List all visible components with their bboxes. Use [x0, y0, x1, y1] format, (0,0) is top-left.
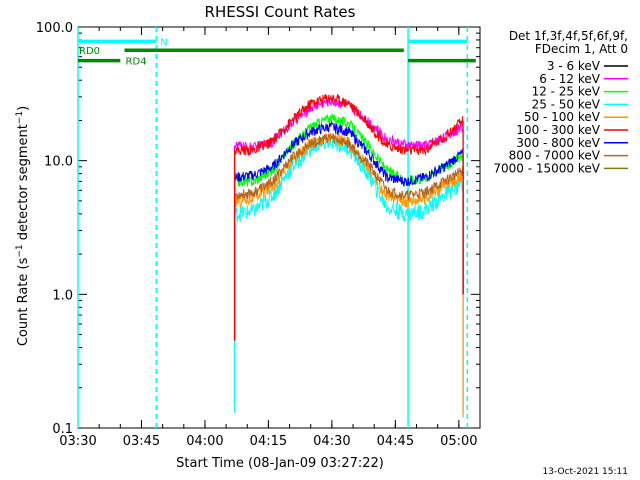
legend-label-8: 7000 - 15000 keV — [493, 161, 600, 175]
x-axis-label: Start Time (08-Jan-09 03:27:22) — [176, 456, 384, 471]
y-axis-label-sup2: −1 — [15, 111, 25, 124]
y-axis-label-mid: detector segment — [16, 124, 31, 244]
y-axis-label-end: ) — [16, 106, 31, 111]
y-tick-label-0: 0.1 — [52, 422, 73, 437]
flag-label-2: RD0 — [79, 46, 100, 57]
plot-frame — [77, 26, 481, 429]
state-flags: N RD0 RD4 — [77, 27, 476, 428]
legend-label-4: 50 - 100 keV — [524, 110, 601, 124]
y-tick-label-3: 100.0 — [36, 21, 73, 36]
y-axis-label-main: Count Rate (s — [16, 257, 31, 346]
flag-label-3: RD4 — [126, 57, 147, 68]
legend-label-0: 3 - 6 keV — [547, 59, 601, 73]
x-tick-label-1: 03:45 — [123, 434, 160, 449]
legend-label-6: 300 - 800 keV — [516, 136, 600, 150]
y-axis-label-sup1: −1 — [15, 244, 25, 257]
x-tick-label-0: 03:30 — [59, 434, 96, 449]
series-line-3 — [234, 134, 464, 223]
axis-ticks: 03:30 03:45 04:00 04:15 04:30 04:45 05:00 0.1 1.… — [36, 21, 481, 449]
legend-header-2: FDecim 1, Att 0 — [535, 42, 628, 56]
legend-label-5: 100 - 300 keV — [516, 123, 600, 137]
legend-label-3: 25 - 50 keV — [532, 97, 601, 111]
series-line-7 — [234, 132, 464, 201]
footer-timestamp: 13-Oct-2021 15:11 — [543, 467, 628, 477]
legend-label-2: 12 - 25 keV — [532, 85, 601, 99]
x-tick-label-2: 04:00 — [186, 434, 223, 449]
chart-title: RHESSI Count Rates — [205, 3, 356, 21]
data-series — [233, 93, 464, 418]
series-line-6 — [234, 121, 464, 187]
x-tick-label-4: 04:30 — [313, 434, 350, 449]
legend-label-7: 800 - 7000 keV — [509, 149, 601, 163]
y-axis-label: Count Rate (s−1 detector segment−1) — [15, 106, 31, 346]
legend: Det 1f,3f,4f,5f,6f,9f, FDecim 1, Att 0 3… — [493, 29, 628, 175]
series-line-5 — [234, 93, 464, 156]
legend-header-1: Det 1f,3f,4f,5f,6f,9f, — [509, 29, 628, 43]
x-tick-label-3: 04:15 — [250, 434, 287, 449]
flag-label-0: N — [160, 37, 167, 48]
y-tick-label-1: 1.0 — [52, 288, 73, 303]
series-line-2 — [234, 113, 464, 188]
series-line-1 — [234, 95, 463, 153]
x-tick-label-6: 05:00 — [440, 434, 477, 449]
x-tick-label-5: 04:45 — [377, 434, 414, 449]
y-tick-label-2: 10.0 — [44, 155, 73, 170]
legend-label-1: 6 - 12 keV — [539, 72, 601, 86]
